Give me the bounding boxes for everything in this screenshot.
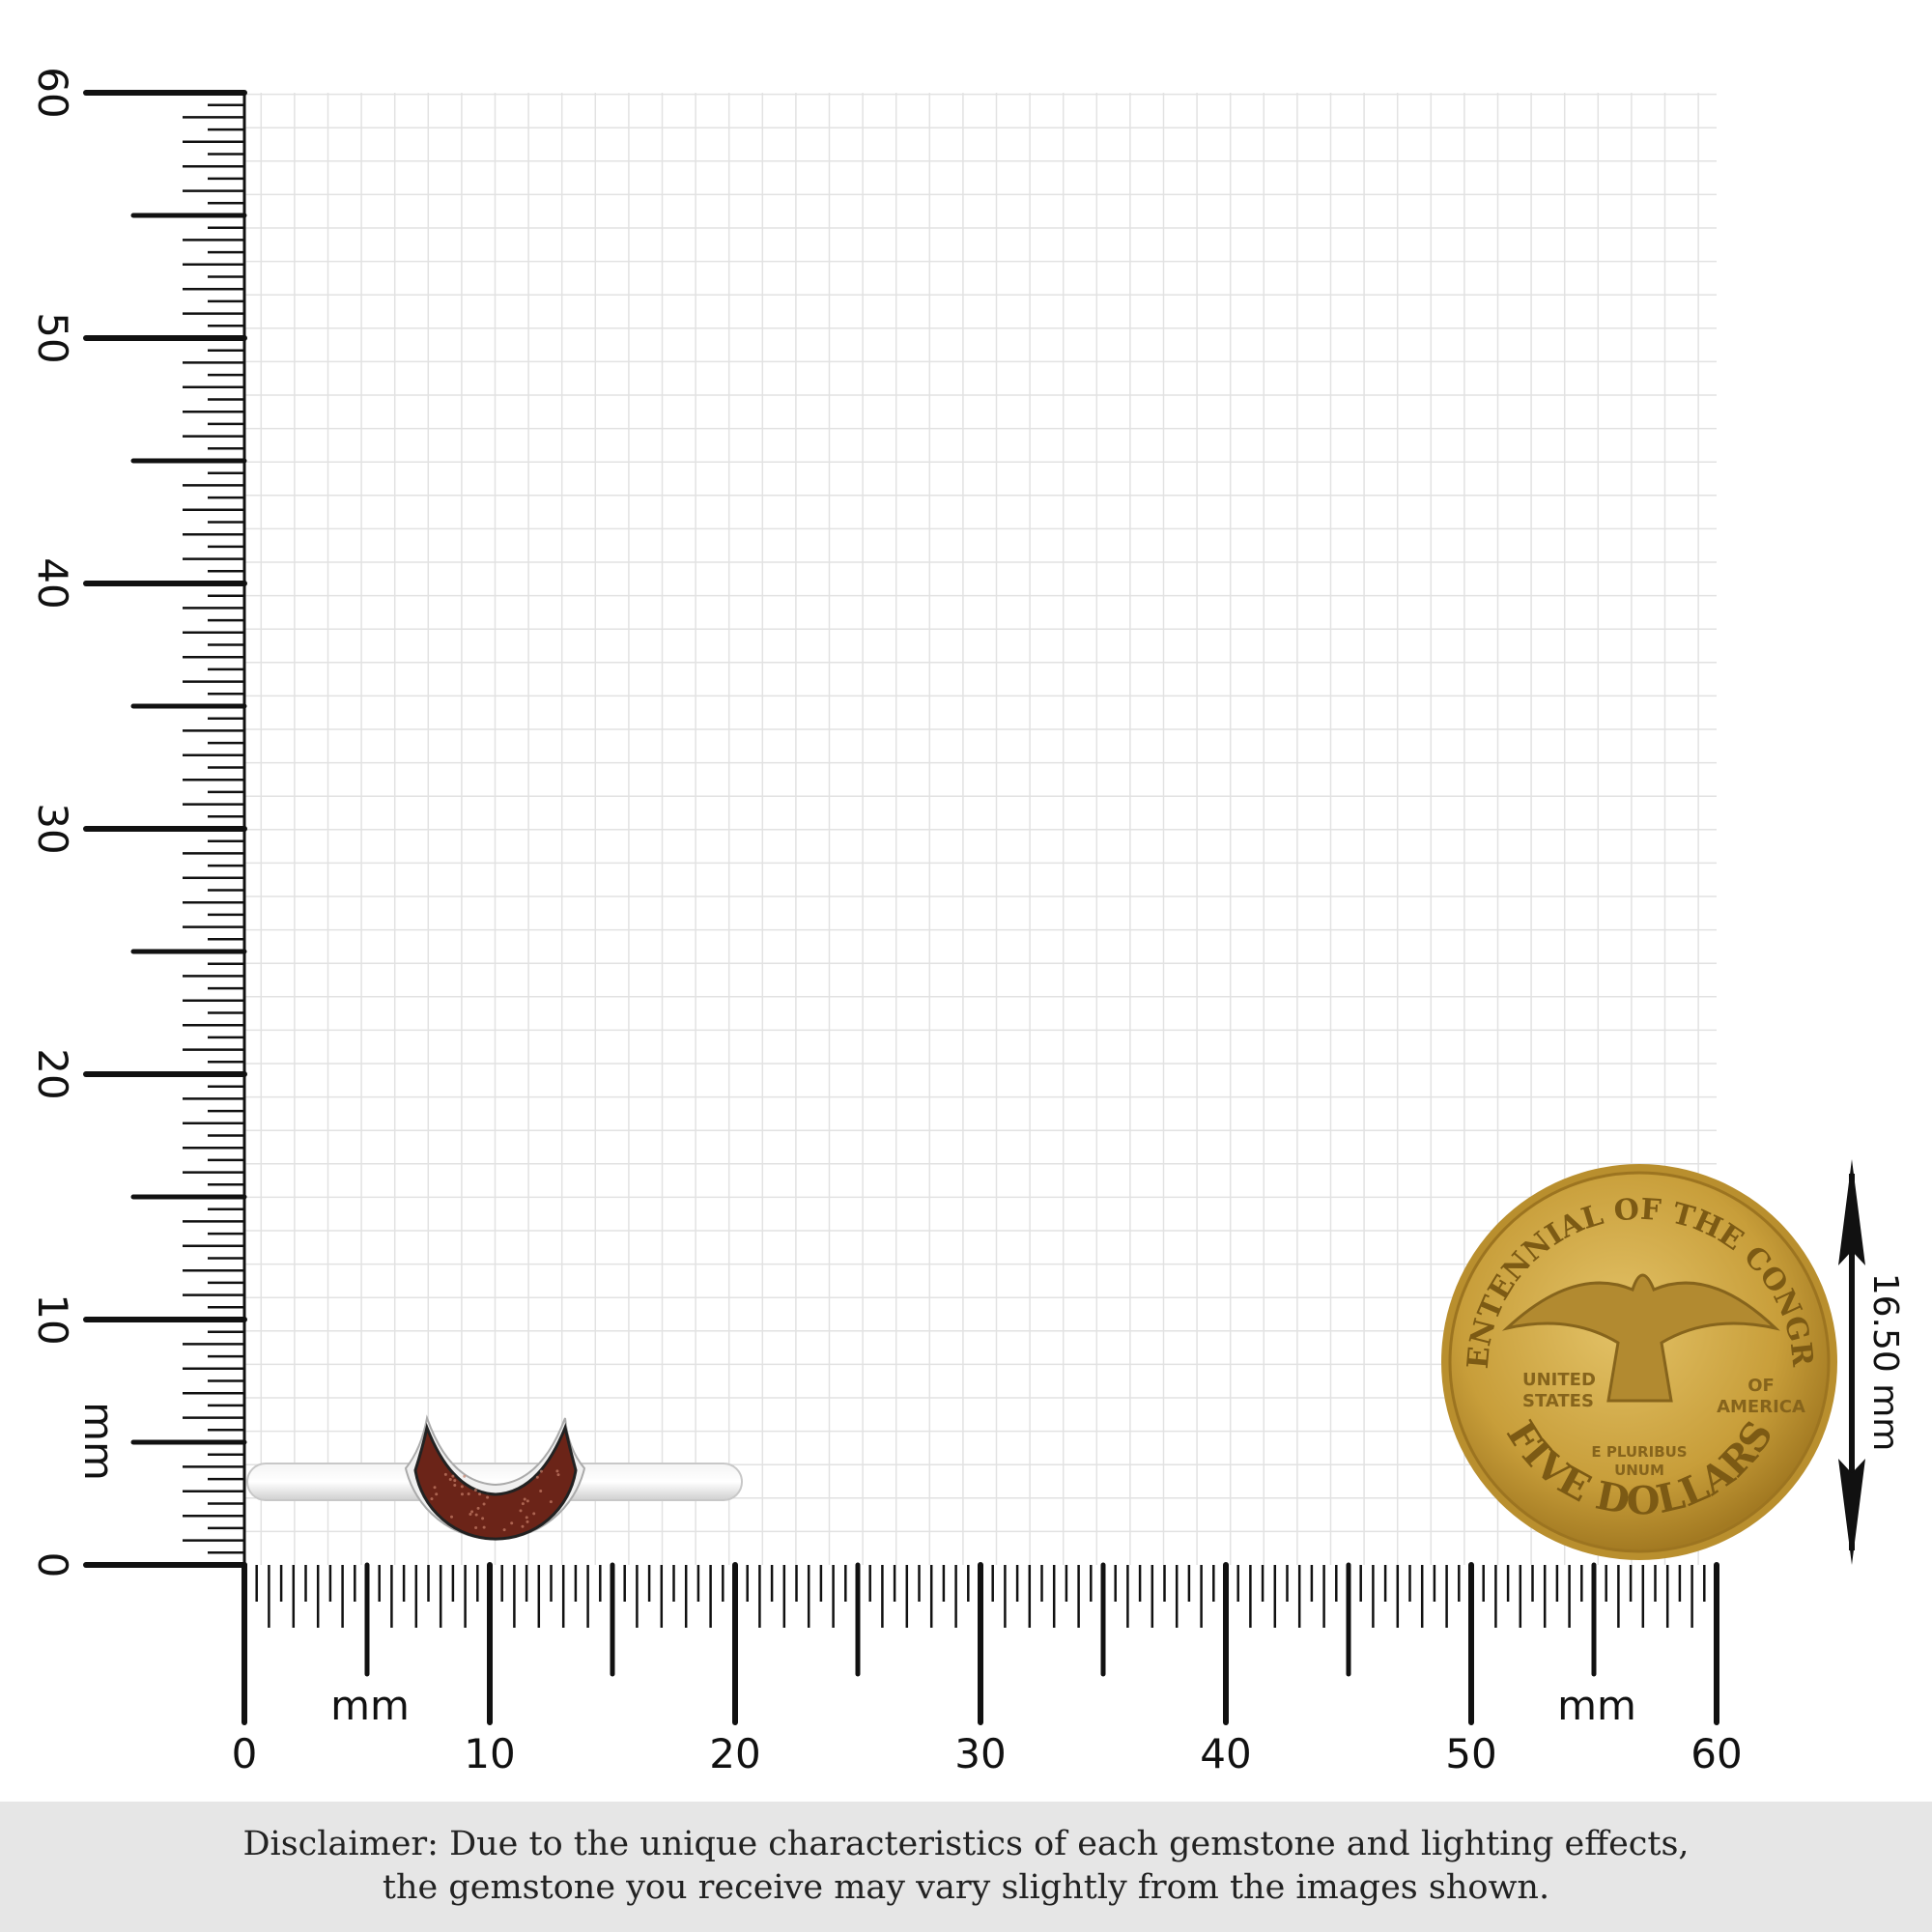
gem-speckle bbox=[470, 1510, 473, 1513]
coin-right-text-2: AMERICA bbox=[1717, 1397, 1805, 1417]
x-tick-label: 50 bbox=[1445, 1730, 1496, 1777]
disclaimer-line-2: the gemstone you receive may vary slight… bbox=[0, 1866, 1932, 1910]
coin-motto-2: UNUM bbox=[1614, 1462, 1664, 1479]
y-tick-label: 30 bbox=[29, 803, 76, 854]
y-tick-label: 60 bbox=[29, 67, 76, 118]
gem-speckle bbox=[444, 1473, 447, 1476]
gem-speckle bbox=[453, 1479, 456, 1482]
gem-speckle bbox=[449, 1478, 452, 1481]
y-unit-label: mm bbox=[75, 1402, 123, 1481]
gem-speckle bbox=[540, 1470, 543, 1473]
gem-speckle bbox=[461, 1485, 464, 1488]
coin-diameter-dimension: 16.50 mm bbox=[1838, 1159, 1905, 1565]
gem-speckle bbox=[526, 1520, 529, 1523]
gem-speckle bbox=[526, 1516, 528, 1519]
y-tick-label: 20 bbox=[29, 1048, 76, 1099]
x-tick-label: 0 bbox=[232, 1730, 258, 1777]
gem-speckle bbox=[478, 1492, 481, 1495]
gem-speckle bbox=[483, 1526, 486, 1529]
gem-speckle bbox=[430, 1497, 433, 1500]
svg-text:BICENTENNIAL OF THE CONGRESS: BICENTENNIAL OF THE CONGRESS bbox=[0, 0, 1819, 1370]
x-tick-label: 40 bbox=[1200, 1730, 1251, 1777]
y-tick-label: 40 bbox=[29, 557, 76, 609]
x-unit-label-right: mm bbox=[1557, 1682, 1636, 1729]
gem-speckle bbox=[435, 1492, 438, 1495]
gem-speckle bbox=[557, 1473, 560, 1476]
gem-speckle bbox=[469, 1513, 471, 1516]
x-unit-label-left: mm bbox=[330, 1682, 410, 1729]
coin-motto-1: E PLURIBUS bbox=[1591, 1443, 1687, 1461]
gem-speckle bbox=[434, 1486, 437, 1489]
arrow-down-icon bbox=[1838, 1459, 1865, 1565]
gem-speckle bbox=[522, 1502, 525, 1505]
coin-left-text-2: STATES bbox=[1522, 1391, 1594, 1411]
gem-speckle bbox=[477, 1507, 480, 1510]
gem-speckle bbox=[555, 1469, 558, 1472]
coin-right-text-1: OF bbox=[1747, 1376, 1775, 1396]
gem-speckle bbox=[474, 1489, 477, 1492]
gem-speckle bbox=[474, 1526, 477, 1529]
vertical-ruler: 0 10 20 30 40 50 60 bbox=[29, 67, 244, 1577]
x-tick-label: 60 bbox=[1690, 1730, 1742, 1777]
reference-coin: BICENTENNIAL OF THE CONGRESS FIVE DOLLAR… bbox=[0, 0, 1837, 1560]
gem-speckle bbox=[461, 1492, 464, 1495]
x-tick-label: 20 bbox=[709, 1730, 760, 1777]
coin-left-text-1: UNITED bbox=[1522, 1370, 1596, 1390]
gem-speckle bbox=[510, 1521, 513, 1524]
gem-speckle bbox=[481, 1517, 484, 1520]
y-tick-label: 10 bbox=[29, 1293, 76, 1345]
gem-speckle bbox=[503, 1528, 506, 1531]
gem-speckle bbox=[450, 1516, 453, 1519]
gem-speckle bbox=[468, 1492, 470, 1495]
y-tick-label: 0 bbox=[29, 1552, 76, 1578]
gem-speckle bbox=[451, 1475, 454, 1478]
coin-diameter-label: 16.50 mm bbox=[1865, 1273, 1905, 1452]
y-tick-label: 50 bbox=[29, 312, 76, 363]
gem-speckle bbox=[463, 1475, 466, 1478]
gem-speckle bbox=[521, 1525, 524, 1528]
coin-top-text: BICENTENNIAL OF THE CONGRESS bbox=[0, 0, 1819, 1370]
gem-speckle bbox=[524, 1497, 526, 1500]
x-tick-label: 30 bbox=[954, 1730, 1006, 1777]
disclaimer: Disclaimer: Due to the unique characteri… bbox=[0, 1802, 1932, 1932]
arrow-up-icon bbox=[1838, 1159, 1865, 1265]
gem-speckle bbox=[483, 1503, 486, 1506]
gem-speckle bbox=[526, 1499, 529, 1502]
gem-speckle bbox=[475, 1514, 478, 1517]
gem-speckle bbox=[536, 1476, 539, 1479]
disclaimer-line-1: Disclaimer: Due to the unique characteri… bbox=[0, 1823, 1932, 1866]
gem-speckle bbox=[539, 1490, 542, 1492]
gem-speckle bbox=[453, 1484, 456, 1487]
gem-speckle bbox=[550, 1500, 553, 1503]
horizontal-ruler: 0 10 20 30 40 50 60 bbox=[232, 1565, 1743, 1777]
gem-speckle bbox=[532, 1512, 535, 1515]
gem-speckle bbox=[486, 1496, 489, 1499]
x-tick-label: 10 bbox=[464, 1730, 515, 1777]
gem-speckle bbox=[519, 1509, 522, 1512]
